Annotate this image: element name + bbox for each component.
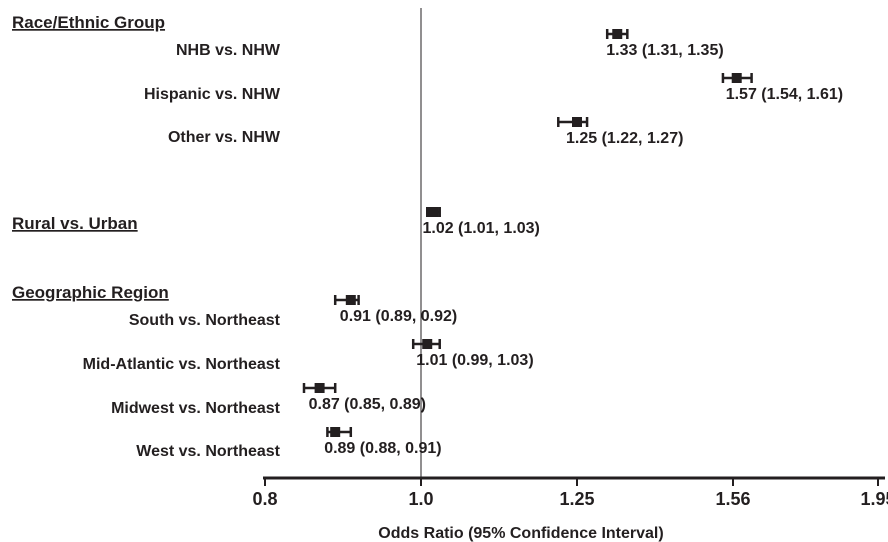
row-label-midwest: Midwest vs. Northeast <box>111 400 281 417</box>
x-tick-label: 1.56 <box>715 489 750 509</box>
odds-ratio-marker <box>345 295 356 305</box>
row-label-west: West vs. Northeast <box>136 443 280 460</box>
estimate-row: 1.01 (0.99, 1.03) <box>411 339 534 369</box>
estimate-label: 0.87 (0.85, 0.89) <box>309 396 426 413</box>
odds-ratio-marker <box>428 207 439 217</box>
estimate-row: 0.89 (0.88, 0.91) <box>324 427 442 457</box>
estimate-label: 0.89 (0.88, 0.91) <box>324 440 441 457</box>
odds-ratio-marker <box>612 29 623 39</box>
odds-ratio-marker <box>422 339 433 349</box>
estimate-row: 1.33 (1.31, 1.35) <box>605 29 724 59</box>
x-axis-ticks: 0.8 1.0 1.25 1.56 1.95 <box>252 478 888 509</box>
row-label-south: South vs. Northeast <box>129 312 281 329</box>
odds-ratio-marker <box>731 73 742 83</box>
x-tick-label: 0.8 <box>252 489 277 509</box>
estimate-label: 1.57 (1.54, 1.61) <box>726 86 843 103</box>
odds-ratio-marker <box>572 117 582 127</box>
estimate-row: 1.02 (1.01, 1.03) <box>422 207 540 237</box>
estimates: 1.33 (1.31, 1.35) 1.57 (1.54, 1.61) 1.25 (… <box>302 29 843 457</box>
group-header-region: Geographic Region <box>12 283 169 302</box>
odds-ratio-marker <box>330 427 341 437</box>
estimate-label: 1.02 (1.01, 1.03) <box>422 220 539 237</box>
x-tick-label: 1.0 <box>408 489 433 509</box>
estimate-row: 0.87 (0.85, 0.89) <box>302 383 426 413</box>
estimate-row: 0.91 (0.89, 0.92) <box>333 295 457 325</box>
group-header-race: Race/Ethnic Group <box>12 13 165 32</box>
row-label-hispanic: Hispanic vs. NHW <box>144 86 281 103</box>
odds-ratio-marker <box>314 383 325 393</box>
estimate-label: 1.01 (0.99, 1.03) <box>416 352 533 369</box>
x-tick-label: 1.25 <box>559 489 594 509</box>
estimate-label: 1.33 (1.31, 1.35) <box>606 42 723 59</box>
group-header-rural: Rural vs. Urban <box>12 214 138 233</box>
estimate-row: 1.25 (1.22, 1.27) <box>557 117 683 147</box>
x-axis-title: Odds Ratio (95% Confidence Interval) <box>378 525 663 542</box>
row-label-nhb: NHB vs. NHW <box>176 42 281 59</box>
estimate-label: 1.25 (1.22, 1.27) <box>566 130 683 147</box>
row-label-other: Other vs. NHW <box>168 129 281 146</box>
estimate-row: 1.57 (1.54, 1.61) <box>721 73 843 103</box>
x-tick-label: 1.95 <box>860 489 888 509</box>
estimate-label: 0.91 (0.89, 0.92) <box>340 308 457 325</box>
row-label-mid-atlantic: Mid-Atlantic vs. Northeast <box>83 356 281 373</box>
